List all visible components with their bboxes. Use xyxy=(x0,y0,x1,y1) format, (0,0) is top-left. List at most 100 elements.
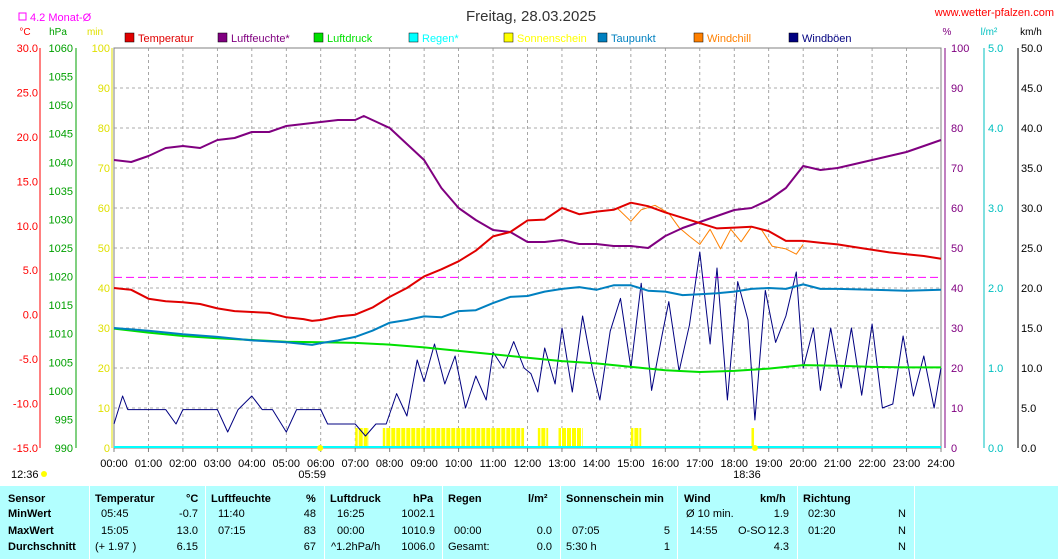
axis-tick-label: 10 xyxy=(98,403,110,415)
max-press-value: 1010.9 xyxy=(401,525,435,537)
sunshine-unit-label: min xyxy=(87,27,103,38)
x-axis-labels: 00:00 01:00 02:00 03:00 04:00 05:00 06:00 07:00… xyxy=(11,445,955,481)
sunrise-label: 05:59 xyxy=(298,469,326,481)
axis-tick-label: 5.0 xyxy=(23,265,38,277)
max-rain-value: 0.0 xyxy=(536,525,552,537)
x-axis-label: 15:00 xyxy=(617,458,645,470)
legend-label: Luftdruck xyxy=(327,33,373,45)
axis-tick-label: 1060 xyxy=(49,43,73,55)
axis-tick-label: 50 xyxy=(98,243,110,255)
axis-tick-label: 1020 xyxy=(49,272,73,284)
axis-tick-label: 0.0 xyxy=(988,443,1003,455)
series-line-windben xyxy=(113,251,942,437)
stats-table: Sensor Temperatur °C Luftfeuchte % Luftd… xyxy=(0,486,1058,559)
weather-chart: Freitag, 28.03.2025 www.wetter-pfalzen.c… xyxy=(11,7,1054,481)
avg-rain-value: 0.0 xyxy=(536,541,552,553)
avg-dir-value: N xyxy=(898,541,906,553)
legend-swatch xyxy=(313,32,324,43)
series-line-taupunkt xyxy=(113,283,942,346)
min-hum-time: 11:40 xyxy=(218,508,245,520)
sunset-marker xyxy=(751,445,758,451)
column-divider xyxy=(442,486,443,559)
x-axis-label: 13:00 xyxy=(548,458,576,470)
axis-tick-label: 4.0 xyxy=(988,123,1003,135)
min-press-time: 16:25 xyxy=(337,508,365,520)
legend-swatch xyxy=(217,32,228,43)
min-wind-value: 1.9 xyxy=(773,508,789,520)
axis-tick-label: -15.0 xyxy=(13,443,38,455)
row-label-max: MaxWert xyxy=(8,525,54,537)
axis-tick-label: 25.0 xyxy=(1021,243,1042,255)
axis-tick-label: 1005 xyxy=(49,357,73,369)
max-wind-value: 12.3 xyxy=(767,525,789,537)
header-rain: Regen xyxy=(448,493,482,505)
axis-tick-label: 60 xyxy=(951,203,963,215)
axis-tick-label: 25.0 xyxy=(17,87,38,99)
axis-tick-label: 10 xyxy=(951,403,963,415)
sunshine-bar xyxy=(537,428,549,448)
axis-tick-label: 5.0 xyxy=(988,43,1003,55)
column-divider xyxy=(205,486,206,559)
header-wind-unit: km/h xyxy=(760,493,786,505)
column-divider xyxy=(560,486,561,559)
axis-tick-label: 90 xyxy=(98,83,110,95)
axis-tick-label: 40.0 xyxy=(1021,123,1042,135)
x-axis-label: 21:00 xyxy=(824,458,852,470)
axis-tick-label: 70 xyxy=(951,163,963,175)
current-time-sun-marker xyxy=(41,471,47,477)
legend-label: Windchill xyxy=(707,33,751,45)
axis-tick-label: 1010 xyxy=(49,329,73,341)
x-axis-label: 05:00 xyxy=(273,458,301,470)
avg-press-trend: ^1.2hPa/h xyxy=(331,541,381,553)
axis-tick-label: 40 xyxy=(951,283,963,295)
chart-title: Freitag, 28.03.2025 xyxy=(466,8,596,25)
axis-tick-label: -10.0 xyxy=(13,399,38,411)
axis-tick-label: 10.0 xyxy=(17,221,38,233)
wind-unit-label: km/h xyxy=(1020,27,1042,38)
axis-tick-label: 100 xyxy=(951,43,969,55)
legend-label: Luftfeuchte* xyxy=(231,33,290,45)
x-axis-label: 00:00 xyxy=(100,458,128,470)
sunshine-bar xyxy=(558,428,583,448)
header-humidity-unit: % xyxy=(306,493,316,505)
avg-press-value: 1006.0 xyxy=(401,541,435,553)
x-axis-label: 03:00 xyxy=(204,458,232,470)
series-line-temperatur xyxy=(113,201,942,322)
min-press-value: 1002.1 xyxy=(401,508,435,520)
axis-tick-label: 1050 xyxy=(49,100,73,112)
header-pressure-unit: hPa xyxy=(413,493,434,505)
x-axis-label: 02:00 xyxy=(169,458,197,470)
legend-swatch xyxy=(597,32,608,43)
axis-tick-label: 1025 xyxy=(49,243,73,255)
x-axis-label: 01:00 xyxy=(135,458,163,470)
min-temp-value: -0.7 xyxy=(179,508,198,520)
x-axis-label: 04:00 xyxy=(238,458,266,470)
sunshine-bar xyxy=(355,428,369,448)
header-pressure: Luftdruck xyxy=(330,493,381,505)
axis-tick-label: 90 xyxy=(951,83,963,95)
axis-tick-label: 20 xyxy=(951,363,963,375)
legend-label: Temperatur xyxy=(138,33,194,45)
axis-tick-label: 50 xyxy=(951,243,963,255)
legend-label: Windböen xyxy=(802,33,852,45)
header-temperature: Temperatur xyxy=(95,493,155,505)
legend-swatch xyxy=(408,32,419,43)
sunshine-bar xyxy=(630,428,642,448)
axis-tick-label: 0.0 xyxy=(23,310,38,322)
header-wind: Wind xyxy=(684,493,711,505)
header-sensor: Sensor xyxy=(8,493,46,505)
x-axis-label: 06:00 xyxy=(307,458,335,470)
x-axis-label: 10:00 xyxy=(445,458,473,470)
column-divider xyxy=(797,486,798,559)
min-dir-time: 02:30 xyxy=(808,508,836,520)
x-axis-label: 14:00 xyxy=(583,458,611,470)
axes: 30.0 25.0 20.0 15.0 10.0 5.0 0.0 -5.0 -10.0 -15.0… xyxy=(13,43,1043,455)
series-line-windchill xyxy=(616,204,804,255)
pressure-unit-label: hPa xyxy=(49,27,67,38)
axis-tick-label: 15.0 xyxy=(1021,323,1042,335)
axis-tick-label: 5.0 xyxy=(1021,403,1036,415)
column-divider xyxy=(914,486,915,559)
header-direction: Richtung xyxy=(803,493,851,505)
max-wind-time: 14:55 xyxy=(690,525,718,537)
min-wind-time: Ø 10 min. xyxy=(686,508,734,520)
